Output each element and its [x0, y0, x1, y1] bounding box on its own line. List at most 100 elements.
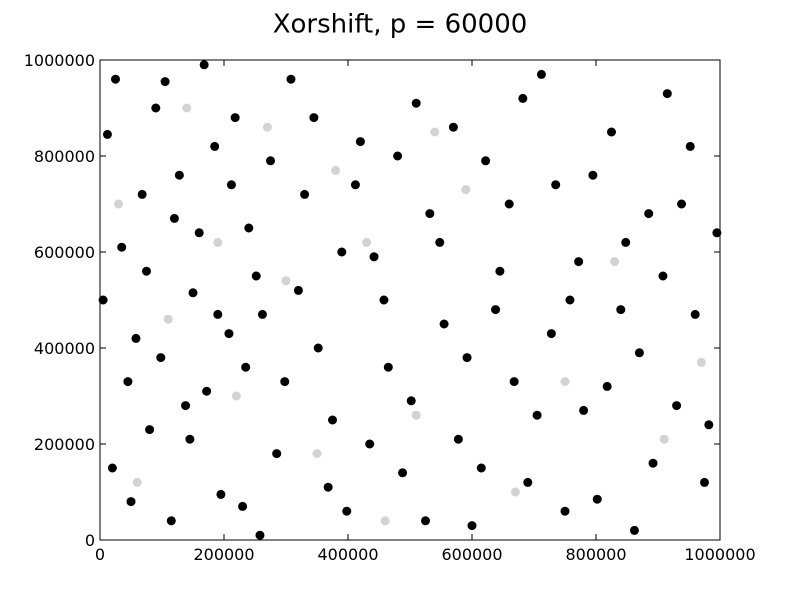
point [224, 329, 234, 339]
point [241, 362, 251, 372]
point [592, 494, 602, 504]
point [467, 521, 477, 531]
point [362, 237, 372, 247]
point [518, 93, 528, 103]
point [342, 506, 352, 516]
point [111, 74, 120, 84]
point [323, 482, 333, 492]
point [634, 348, 644, 358]
point [185, 434, 195, 444]
point [579, 405, 589, 415]
point [231, 391, 241, 401]
point [312, 449, 322, 459]
x-tick-label: 600000 [441, 545, 502, 564]
point [602, 381, 612, 391]
point [588, 170, 598, 180]
point [293, 285, 303, 295]
point [181, 401, 191, 411]
point [251, 271, 261, 281]
point [411, 98, 421, 108]
point [213, 237, 223, 247]
point [174, 170, 184, 180]
point [188, 288, 198, 298]
point [610, 257, 620, 267]
point [461, 185, 471, 195]
point [536, 69, 546, 79]
point [712, 228, 722, 238]
point [560, 377, 570, 387]
chart-title: Xorshift, p = 60000 [273, 10, 528, 40]
point [462, 353, 472, 363]
point [238, 501, 248, 511]
x-tick-label: 1000000 [684, 545, 755, 564]
x-tick-label: 0 [95, 545, 105, 564]
point [309, 113, 319, 123]
point [266, 156, 275, 166]
point [255, 530, 265, 540]
point [213, 309, 223, 319]
point [565, 295, 575, 305]
x-tick-label: 400000 [317, 545, 378, 564]
point [313, 343, 323, 353]
point [551, 180, 561, 190]
point [166, 516, 176, 526]
point [453, 434, 463, 444]
point [523, 477, 533, 487]
point [132, 477, 142, 487]
point [448, 122, 458, 132]
point [272, 449, 282, 459]
point [182, 103, 192, 113]
point [107, 463, 117, 473]
point [659, 434, 669, 444]
point [151, 103, 161, 113]
point [509, 377, 519, 387]
point [629, 525, 639, 535]
point [411, 410, 421, 420]
point [425, 209, 435, 219]
point [504, 199, 514, 209]
point [621, 237, 631, 247]
point [380, 516, 390, 526]
point [369, 252, 379, 262]
point [510, 487, 520, 497]
point [379, 295, 389, 305]
point [430, 127, 440, 137]
y-tick-label: 200000 [34, 435, 95, 454]
point [123, 377, 133, 387]
point [262, 122, 272, 132]
point [331, 165, 341, 175]
point [648, 458, 658, 468]
point [280, 377, 290, 387]
point [194, 228, 204, 238]
point [658, 271, 668, 281]
point [421, 516, 430, 526]
point [672, 401, 682, 411]
point [199, 60, 209, 70]
point [337, 247, 347, 257]
point [300, 189, 310, 199]
x-tick-label: 800000 [565, 545, 626, 564]
point [226, 180, 236, 190]
point [156, 353, 166, 363]
point [383, 362, 393, 372]
point [137, 189, 147, 199]
point [481, 156, 491, 166]
point [142, 266, 151, 276]
point [532, 410, 542, 420]
y-tick-label: 800000 [34, 147, 95, 166]
point [607, 127, 616, 137]
point [286, 74, 296, 84]
plot-frame [99, 59, 721, 541]
x-tick-label: 200000 [193, 545, 254, 564]
point [690, 309, 700, 319]
point [365, 439, 375, 449]
point [644, 209, 654, 219]
point [328, 415, 337, 425]
point [145, 425, 155, 435]
point [398, 468, 408, 478]
point [495, 266, 505, 276]
point [476, 463, 486, 473]
y-tick-label: 1000000 [24, 51, 95, 70]
